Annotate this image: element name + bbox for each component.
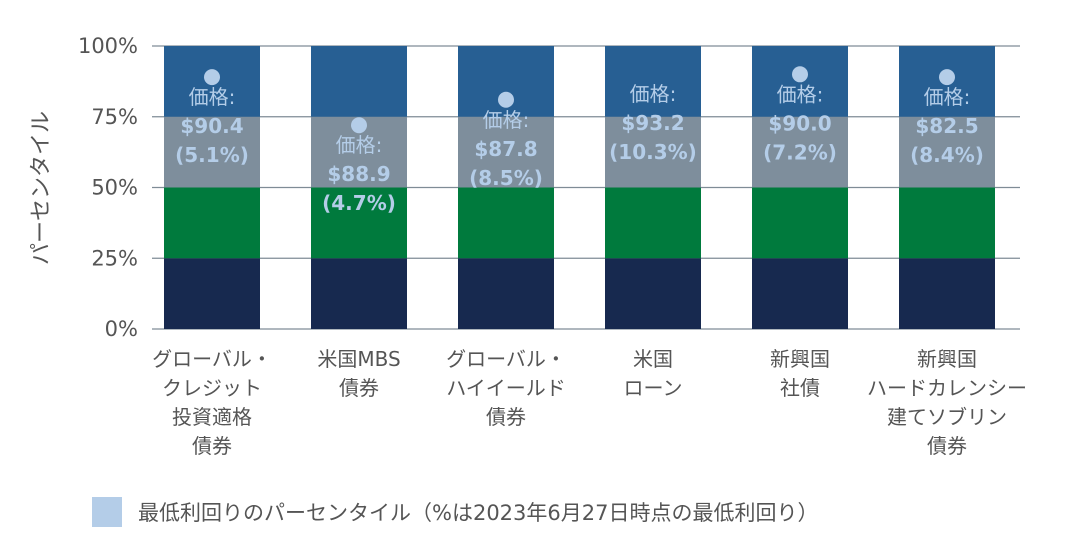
price-value: $88.9 bbox=[327, 162, 390, 186]
bar-segment bbox=[605, 258, 701, 329]
price-value: $90.4 bbox=[180, 114, 243, 138]
price-label: 価格: bbox=[336, 133, 383, 157]
y-axis-ticks: 0% 25% 50% 75% 100% bbox=[78, 34, 138, 341]
category-label: 新興国 bbox=[770, 347, 830, 371]
price-label: 価格: bbox=[924, 85, 971, 109]
yield-marker bbox=[351, 117, 367, 134]
legend-text: 最低利回りのパーセンタイル（%は2023年6月27日時点の最低利回り） bbox=[138, 501, 818, 525]
y-axis-label: パーセンタイル bbox=[29, 111, 54, 265]
price-value: $90.0 bbox=[768, 111, 831, 135]
yield-marker bbox=[498, 91, 514, 108]
legend: 最低利回りのパーセンタイル（%は2023年6月27日時点の最低利回り） bbox=[92, 497, 818, 527]
bar-segment bbox=[458, 258, 554, 329]
grid-lines bbox=[152, 45, 1020, 330]
bar-segment bbox=[311, 46, 407, 117]
category-label: 債券 bbox=[339, 376, 379, 400]
bar-segment bbox=[311, 187, 407, 259]
category-label: ハードカレンシー bbox=[867, 376, 1027, 400]
bar-segment bbox=[164, 258, 260, 329]
yield-value: (10.3%) bbox=[609, 140, 697, 164]
category-label: クレジット bbox=[162, 376, 262, 400]
bar-segment bbox=[164, 187, 260, 259]
bar-segment bbox=[605, 116, 701, 188]
bar-segment bbox=[164, 116, 260, 188]
price-value: $93.2 bbox=[621, 111, 684, 135]
category-label: 債券 bbox=[192, 434, 232, 458]
category-label: グローバル・ bbox=[152, 347, 272, 371]
bar-segment bbox=[899, 187, 995, 259]
price-value: $82.5 bbox=[915, 114, 978, 138]
yield-marker bbox=[939, 69, 955, 86]
yield-value: (8.4%) bbox=[910, 143, 984, 167]
legend-swatch bbox=[92, 497, 122, 527]
category-label: 米国 bbox=[633, 347, 673, 371]
category-label: 債券 bbox=[486, 405, 526, 429]
price-value: $87.8 bbox=[474, 137, 537, 161]
bar-segment bbox=[605, 187, 701, 259]
y-tick-label: 75% bbox=[91, 105, 138, 129]
yield-marker bbox=[792, 66, 808, 83]
category-label: グローバル・ bbox=[446, 347, 566, 371]
bar-segment bbox=[605, 46, 701, 117]
y-tick-label: 50% bbox=[91, 176, 138, 200]
bar-segment bbox=[899, 258, 995, 329]
yield-value: (4.7%) bbox=[322, 191, 396, 215]
category-label: ローン bbox=[624, 376, 683, 400]
category-label: ハイイールド bbox=[446, 376, 566, 400]
category-labels: グローバル・クレジット投資適格債券米国MBS債券グローバル・ハイイールド債券米国… bbox=[152, 347, 1027, 458]
category-label: 米国MBS bbox=[317, 347, 400, 371]
bar-segment bbox=[752, 258, 848, 329]
bar-segment bbox=[311, 258, 407, 329]
bar-segment bbox=[458, 187, 554, 259]
y-tick-label: 25% bbox=[91, 246, 138, 270]
bar-segment bbox=[752, 116, 848, 188]
category-label: 投資適格 bbox=[172, 405, 252, 429]
yield-marker bbox=[204, 69, 220, 86]
price-label: 価格: bbox=[483, 108, 530, 132]
y-tick-label: 100% bbox=[78, 34, 138, 58]
yield-value: (7.2%) bbox=[763, 140, 837, 164]
category-label: 社債 bbox=[780, 376, 820, 400]
category-label: 債券 bbox=[927, 434, 967, 458]
bar-segment bbox=[899, 116, 995, 188]
price-label: 価格: bbox=[630, 82, 677, 106]
category-label: 新興国 bbox=[917, 347, 977, 371]
price-label: 価格: bbox=[777, 82, 824, 106]
bar-segment bbox=[752, 187, 848, 259]
yield-value: (8.5%) bbox=[469, 166, 543, 190]
yield-value: (5.1%) bbox=[175, 143, 249, 167]
bars: 価格: $90.4 (5.1%) 価格: $88.9 (4.7%) 価格: $87.8 (8.5… bbox=[164, 46, 995, 329]
bar-segment bbox=[458, 116, 554, 188]
y-tick-label: 0% bbox=[105, 317, 138, 341]
category-label: 建てソブリン bbox=[887, 405, 1007, 429]
price-label: 価格: bbox=[189, 85, 236, 109]
